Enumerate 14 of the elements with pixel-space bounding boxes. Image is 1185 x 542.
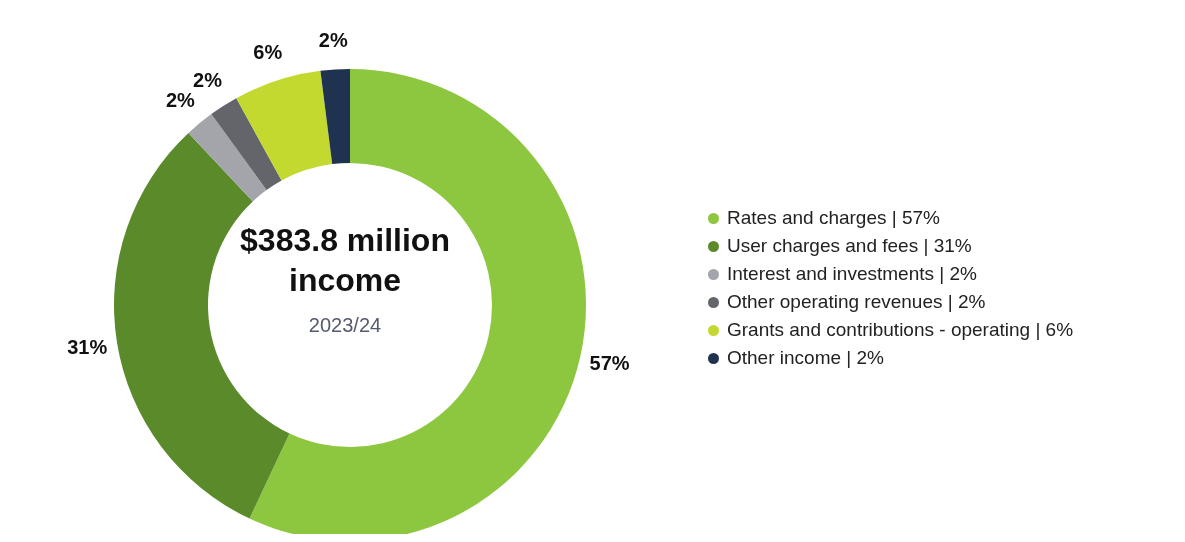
data-label: 31% [67, 335, 108, 358]
text: 2023/24 [307, 314, 383, 337]
legend-label: Other income | 2% [727, 346, 885, 370]
data-label: 57% [589, 352, 630, 375]
data-label: 6% [253, 41, 283, 64]
legend-label: Other operating revenues | 2% [727, 290, 986, 314]
legend-label: Rates and charges | 57% [727, 206, 941, 230]
legend-label: User charges and fees | 31% [727, 234, 972, 258]
legend-label: Grants and contributions - operating | 6% [727, 318, 1074, 342]
data-label: 2% [193, 69, 223, 92]
data-label: 2% [318, 28, 348, 51]
legend-label: Interest and investments | 2% [727, 262, 977, 286]
text: $383.8 million income [239, 221, 451, 300]
data-label: 2% [165, 89, 196, 112]
